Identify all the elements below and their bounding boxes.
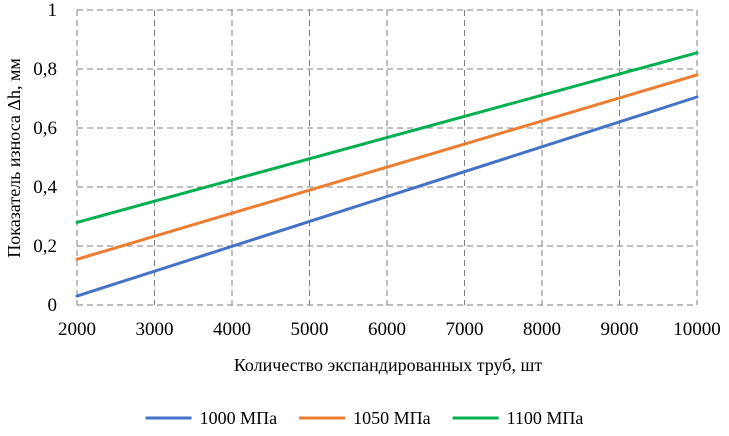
y-tick-label: 0 bbox=[48, 295, 58, 316]
x-tick-label: 2000 bbox=[58, 319, 96, 340]
legend: 1000 МПа 1050 МПа 1100 МПа bbox=[145, 408, 584, 428]
y-tick-label: 0,2 bbox=[33, 236, 57, 257]
x-tick-label: 8000 bbox=[523, 319, 561, 340]
legend-item-3: 1100 МПа bbox=[452, 408, 584, 428]
legend-item-1: 1000 МПа bbox=[145, 408, 278, 428]
series-lines bbox=[75, 51, 699, 298]
legend-label: 1100 МПа bbox=[507, 408, 584, 428]
legend-item-2: 1050 МПа bbox=[299, 408, 431, 428]
y-tick-label: 0,8 bbox=[33, 59, 57, 80]
x-tick-label: 3000 bbox=[136, 319, 174, 340]
series-line-1 bbox=[75, 95, 699, 298]
y-tick-label: 0,4 bbox=[33, 177, 57, 198]
legend-label: 1000 МПа bbox=[200, 408, 278, 428]
y-tick-label: 1 bbox=[48, 0, 58, 21]
legend-label: 1050 МПа bbox=[353, 408, 431, 428]
series-line-3 bbox=[75, 51, 699, 224]
y-tick-label: 0,6 bbox=[33, 118, 57, 139]
x-tick-label: 5000 bbox=[291, 319, 329, 340]
y-axis-title: Показатель износа Δh, мм bbox=[4, 58, 24, 258]
x-tick-label: 6000 bbox=[368, 319, 406, 340]
tick-labels: 0 0,2 0,4 0,6 0,8 1 2000 3000 4000 5000 6000 7000 80… bbox=[33, 0, 721, 340]
x-tick-label: 7000 bbox=[446, 319, 484, 340]
x-tick-label: 10000 bbox=[673, 319, 721, 340]
x-tick-label: 9000 bbox=[601, 319, 639, 340]
x-tick-label: 4000 bbox=[213, 319, 251, 340]
series-line-2 bbox=[75, 73, 699, 261]
grid bbox=[76, 9, 698, 306]
x-axis-title: Количество экспандированных труб, шт bbox=[234, 355, 543, 375]
